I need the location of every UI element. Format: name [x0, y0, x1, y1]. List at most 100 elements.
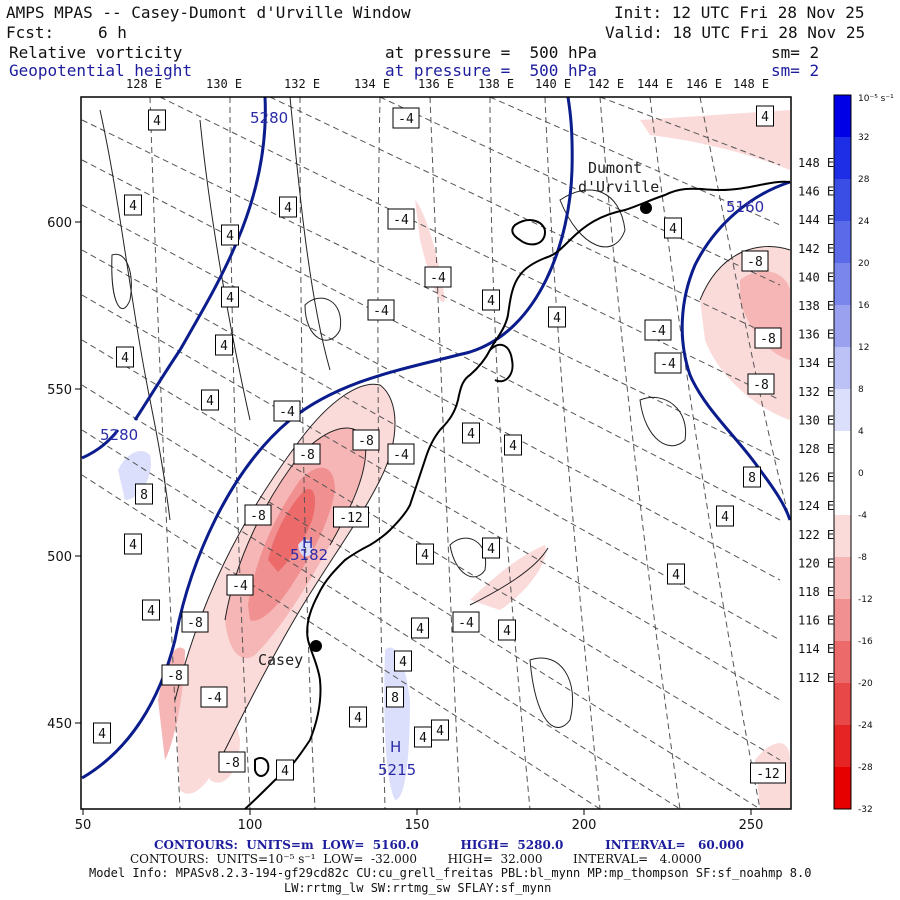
vort-label-positive-box: [664, 217, 682, 239]
vort-label-positive-box: [411, 617, 429, 639]
vort-label-positive: 4: [487, 542, 495, 557]
parallel: [544, 97, 601, 809]
vort-contour: [99, 109, 171, 521]
vort-label-negative-box: [181, 611, 209, 633]
vort-label-negative-box: [387, 443, 415, 465]
vort-label-negative-box: [424, 266, 452, 288]
right-lon-label: 126 E: [798, 471, 834, 485]
colorbar-swatch: [834, 95, 851, 138]
lat-lon-grid: [81, 97, 791, 809]
vort-label-positive-box: [386, 686, 404, 708]
footer-vort-contours: CONTOURS: UNITS=10⁻⁵ s⁻¹ LOW= -32.000 HI…: [130, 852, 702, 866]
vort-contour: [469, 547, 549, 606]
colorbar-tick-label: 12: [858, 343, 869, 353]
vort-label-negative: -8: [753, 378, 769, 393]
vort-label-negative-box: [741, 250, 769, 272]
colorbar-tick-label: 24: [858, 217, 870, 227]
vort-label-positive-box: [124, 194, 142, 216]
lon-label: 148 E: [733, 77, 770, 91]
height-label: 5280: [100, 426, 138, 444]
lon-label: 132 E: [284, 77, 321, 91]
vort-label-positive-box: [482, 537, 500, 559]
vort-label-positive-box: [116, 346, 134, 368]
colorbar-tick-label: -8: [858, 553, 867, 563]
place-label: Dumont: [588, 159, 642, 177]
meridian: [81, 159, 781, 521]
vort-label-positive-box: [431, 719, 449, 741]
field1-smoothing: sm= 2: [771, 43, 820, 62]
right-lon-label: 132 E: [798, 385, 834, 399]
vort-label-positive-box: [279, 196, 297, 218]
meridian: [599, 97, 781, 166]
colorbar-swatch: [834, 515, 851, 558]
right-lon-label: 130 E: [798, 413, 834, 427]
lon-label: 144 E: [637, 77, 674, 91]
right-lon-label: 124 E: [798, 499, 834, 513]
lon-label: 136 E: [418, 77, 455, 91]
vort-label-positive-box: [349, 706, 367, 728]
meridian: [81, 474, 601, 809]
vort-contour: [304, 297, 342, 341]
coastline-path: [489, 343, 514, 383]
right-lon-labels: 148 E 146 E 144 E 142 E 140 E 138 E 136 E 134 E…: [798, 156, 834, 685]
dumont-durville-marker: [640, 202, 652, 214]
plot-frame: [80, 96, 792, 810]
vort-label-positive-box: [498, 619, 516, 641]
right-lon-label: 118 E: [798, 585, 834, 599]
vort-label-positive: 4: [153, 114, 161, 129]
colorbar-swatch: [834, 389, 851, 432]
map-panel: Dumont d'Urville Casey 5280 5280 5160 51…: [81, 97, 791, 809]
lon-label: 134 E: [354, 77, 391, 91]
vort-label-negative: -4: [373, 304, 389, 319]
vort-label-negative: -8: [299, 448, 315, 463]
vort-label-positive-box: [743, 466, 761, 488]
right-lon-label: 128 E: [798, 442, 834, 456]
right-lon-label: 140 E: [798, 270, 834, 284]
right-lon-label: 116 E: [798, 614, 834, 628]
vort-label-negative: -8: [167, 669, 183, 684]
plot-title: AMPS MPAS -- Casey-Dumont d'Urville Wind…: [6, 3, 411, 22]
colorbar-swatch: [834, 767, 851, 810]
pos-vorticity-area: [384, 647, 410, 800]
vort-contour: [529, 657, 574, 728]
vort-label-positive-box: [221, 286, 239, 308]
vort-label-negative: -4: [232, 579, 248, 594]
vort-label-negative: -4: [458, 616, 474, 631]
coastline: [244, 180, 791, 809]
height-label: 5280: [250, 109, 288, 127]
parallel: [229, 97, 251, 809]
lon-label: 138 E: [478, 77, 515, 91]
x-tick-label: 100: [238, 818, 263, 833]
vort-label-positive: 4: [226, 291, 234, 306]
colorbar-swatch: [834, 641, 851, 684]
meridian: [81, 294, 781, 701]
right-lon-label: 144 E: [798, 213, 834, 227]
vort-label-negative-box: [352, 429, 380, 451]
vort-label-positive-box: [548, 306, 566, 328]
vort-label-positive: 8: [748, 471, 756, 486]
vort-label-negative-box: [387, 208, 415, 230]
vort-label-positive-box: [504, 434, 522, 456]
y-tick-label: 550: [47, 383, 72, 398]
colorbar-swatch: [834, 683, 851, 726]
vort-label-positive: 4: [421, 548, 429, 563]
vort-label-positive: 4: [281, 764, 289, 779]
field2-name: Geopotential height: [9, 61, 193, 80]
meridian: [81, 339, 781, 761]
vort-label-positive: 4: [98, 727, 106, 742]
vort-label-negative: -4: [430, 271, 446, 286]
vort-label-positive: 4: [761, 110, 769, 125]
colorbar-tick-label: -28: [858, 763, 873, 773]
vort-label-negative: -4: [650, 324, 666, 339]
vort-label-positive: 4: [129, 538, 137, 553]
vort-label-negative-box: [333, 506, 369, 528]
lon-label: 142 E: [588, 77, 625, 91]
vort-label-negative-box: [218, 751, 246, 773]
right-lon-label: 134 E: [798, 356, 834, 370]
vort-label-negative-box: [244, 504, 272, 526]
vort-label-negative: -8: [250, 509, 266, 524]
meridian: [81, 204, 781, 581]
x-axis: 50 100 150 200 250: [75, 809, 763, 833]
height-contours: [81, 97, 791, 780]
